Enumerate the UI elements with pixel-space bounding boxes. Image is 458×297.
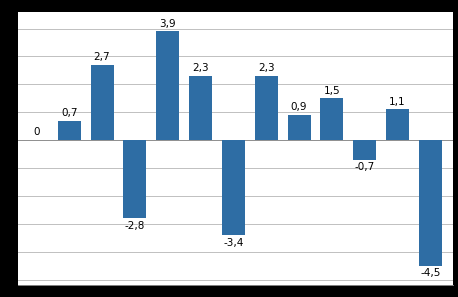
Text: 1,5: 1,5	[324, 86, 340, 96]
Text: 0,9: 0,9	[291, 102, 307, 112]
Bar	[123, 140, 147, 218]
Bar	[222, 140, 245, 235]
Bar	[255, 76, 278, 140]
Text: 2,3: 2,3	[192, 63, 209, 73]
Text: -4,5: -4,5	[420, 268, 441, 278]
Text: 2,3: 2,3	[258, 63, 274, 73]
Bar	[58, 121, 81, 140]
Text: -3,4: -3,4	[223, 238, 244, 248]
Text: 2,7: 2,7	[94, 52, 110, 62]
Bar	[353, 140, 376, 160]
Text: 0: 0	[33, 127, 40, 137]
Text: 1,1: 1,1	[389, 97, 406, 107]
Text: 3,9: 3,9	[159, 19, 176, 29]
Bar	[91, 65, 114, 140]
Bar	[419, 140, 442, 266]
Text: 0,7: 0,7	[61, 108, 77, 118]
Bar	[189, 76, 212, 140]
Text: -0,7: -0,7	[354, 162, 375, 173]
Text: -2,8: -2,8	[125, 221, 145, 231]
Bar	[386, 110, 409, 140]
Bar	[156, 31, 179, 140]
Bar	[321, 98, 344, 140]
Bar	[288, 115, 311, 140]
